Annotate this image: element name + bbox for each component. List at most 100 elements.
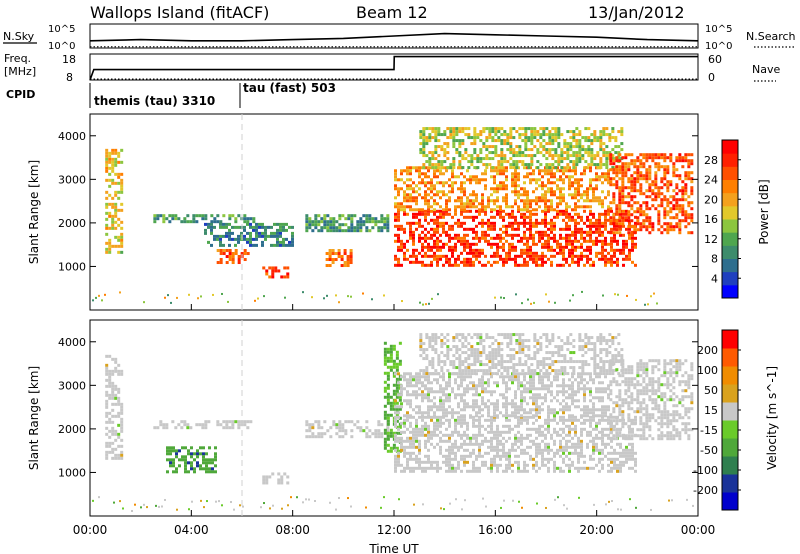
velocity-cell (595, 463, 598, 467)
power-cell (442, 193, 445, 197)
power-cell (349, 255, 353, 259)
velocity-cell (571, 463, 574, 467)
power-cell (535, 224, 538, 228)
power-cell (496, 236, 499, 240)
velocity-cell (237, 426, 241, 430)
power-cell (589, 199, 592, 203)
velocity-cell (323, 420, 327, 424)
power-ytick-label: 1000 (58, 260, 86, 273)
power-cell (419, 142, 423, 146)
velocity-cell (114, 447, 118, 451)
velocity-cell (383, 386, 387, 390)
power-cell (672, 225, 676, 229)
power-cell (550, 218, 553, 222)
power-cell (618, 195, 622, 199)
power-cell (246, 252, 250, 256)
power-cell (681, 186, 685, 190)
power-cell (574, 218, 577, 222)
power-cell (508, 242, 511, 246)
power-cell (114, 193, 118, 197)
power-cell (625, 257, 628, 261)
power-cell (660, 225, 664, 229)
velocity-cell (520, 421, 523, 425)
power-cell (475, 193, 478, 197)
velocity-cell (329, 435, 333, 439)
power-cell (282, 228, 285, 232)
power-cell (657, 153, 661, 157)
power-cell (427, 169, 430, 173)
velocity-cell (380, 435, 384, 439)
velocity-cell (520, 442, 523, 446)
power-cell (343, 249, 347, 253)
power-cell (616, 242, 619, 246)
velocity-cell (449, 348, 453, 352)
velocity-cell (117, 396, 121, 400)
power-cell (496, 212, 499, 216)
velocity-cell (631, 466, 634, 470)
power-cell (526, 193, 529, 197)
velocity-cell (172, 446, 175, 450)
power-cell (439, 239, 442, 243)
power-cell (598, 199, 601, 203)
power-cell (466, 169, 469, 173)
velocity-cell (186, 423, 190, 427)
power-cell (587, 151, 591, 155)
velocity-cell (383, 362, 387, 366)
power-cell (180, 220, 184, 224)
power-cell (356, 220, 360, 224)
velocity-cell (475, 454, 478, 458)
velocity-cell (409, 466, 412, 470)
power-cell (328, 249, 332, 253)
velocity-cell (475, 399, 478, 403)
power-cell (228, 249, 232, 253)
velocity-cell (508, 460, 511, 464)
velocity-cell (386, 437, 390, 441)
power-cell (648, 195, 652, 199)
velocity-cell (580, 414, 583, 418)
power-cell (601, 175, 604, 179)
power-cell (467, 127, 471, 131)
velocity-cell (517, 375, 520, 379)
power-cell (490, 208, 493, 212)
power-cell (619, 227, 622, 231)
velocity-cell (547, 414, 550, 418)
power-cell (493, 175, 496, 179)
power-cell (615, 180, 619, 184)
power-cell (481, 218, 484, 222)
velocity-cell (475, 439, 478, 443)
power-cell (612, 171, 616, 175)
velocity-cell (421, 414, 424, 418)
power-cell (687, 177, 691, 181)
power-cell (568, 263, 571, 267)
power-cell (645, 201, 649, 205)
velocity-cell (634, 460, 637, 464)
power-cell (216, 237, 219, 241)
velocity-cell (586, 381, 589, 385)
velocity-cell (475, 469, 478, 473)
velocity-cell (395, 395, 399, 399)
velocity-cell (607, 427, 610, 431)
power-cell (460, 209, 463, 213)
power-cell (359, 223, 363, 227)
velocity-cell (613, 463, 616, 467)
power-cell (633, 231, 637, 235)
power-cell (687, 171, 691, 175)
power-cell (491, 157, 495, 161)
power-cell (544, 224, 547, 228)
power-cell (517, 224, 520, 228)
power-cell (660, 192, 664, 196)
power-cell (415, 260, 418, 264)
power-cell (610, 236, 613, 240)
power-cell (631, 242, 634, 246)
velocity-cell (403, 387, 406, 391)
power-cell (383, 217, 387, 221)
velocity-cell (490, 430, 493, 434)
power-cell (415, 248, 418, 252)
power-cell (502, 260, 505, 264)
power-cell (478, 208, 481, 212)
power-cell (500, 151, 504, 155)
velocity-cell (547, 418, 550, 422)
power-cell (627, 192, 631, 196)
velocity-cell (547, 424, 550, 428)
velocity-cell (419, 345, 423, 349)
